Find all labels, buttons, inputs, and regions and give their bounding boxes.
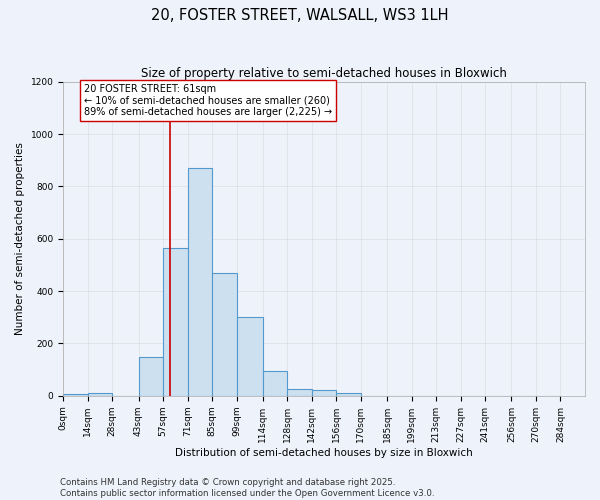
Bar: [163, 248, 188, 396]
Bar: [236, 318, 263, 396]
Bar: [88, 392, 112, 396]
Bar: [139, 356, 163, 396]
Bar: [287, 390, 312, 396]
Title: Size of property relative to semi-detached houses in Bloxwich: Size of property relative to semi-detach…: [141, 68, 507, 80]
Bar: [212, 273, 236, 396]
Bar: [63, 394, 88, 396]
Bar: [337, 393, 361, 396]
Bar: [263, 371, 287, 396]
Text: 20 FOSTER STREET: 61sqm
← 10% of semi-detached houses are smaller (260)
89% of s: 20 FOSTER STREET: 61sqm ← 10% of semi-de…: [84, 84, 332, 117]
Bar: [188, 168, 212, 396]
Y-axis label: Number of semi-detached properties: Number of semi-detached properties: [15, 142, 25, 335]
Text: 20, FOSTER STREET, WALSALL, WS3 1LH: 20, FOSTER STREET, WALSALL, WS3 1LH: [151, 8, 449, 22]
Bar: [312, 390, 337, 396]
Text: Contains HM Land Registry data © Crown copyright and database right 2025.
Contai: Contains HM Land Registry data © Crown c…: [60, 478, 434, 498]
X-axis label: Distribution of semi-detached houses by size in Bloxwich: Distribution of semi-detached houses by …: [175, 448, 473, 458]
